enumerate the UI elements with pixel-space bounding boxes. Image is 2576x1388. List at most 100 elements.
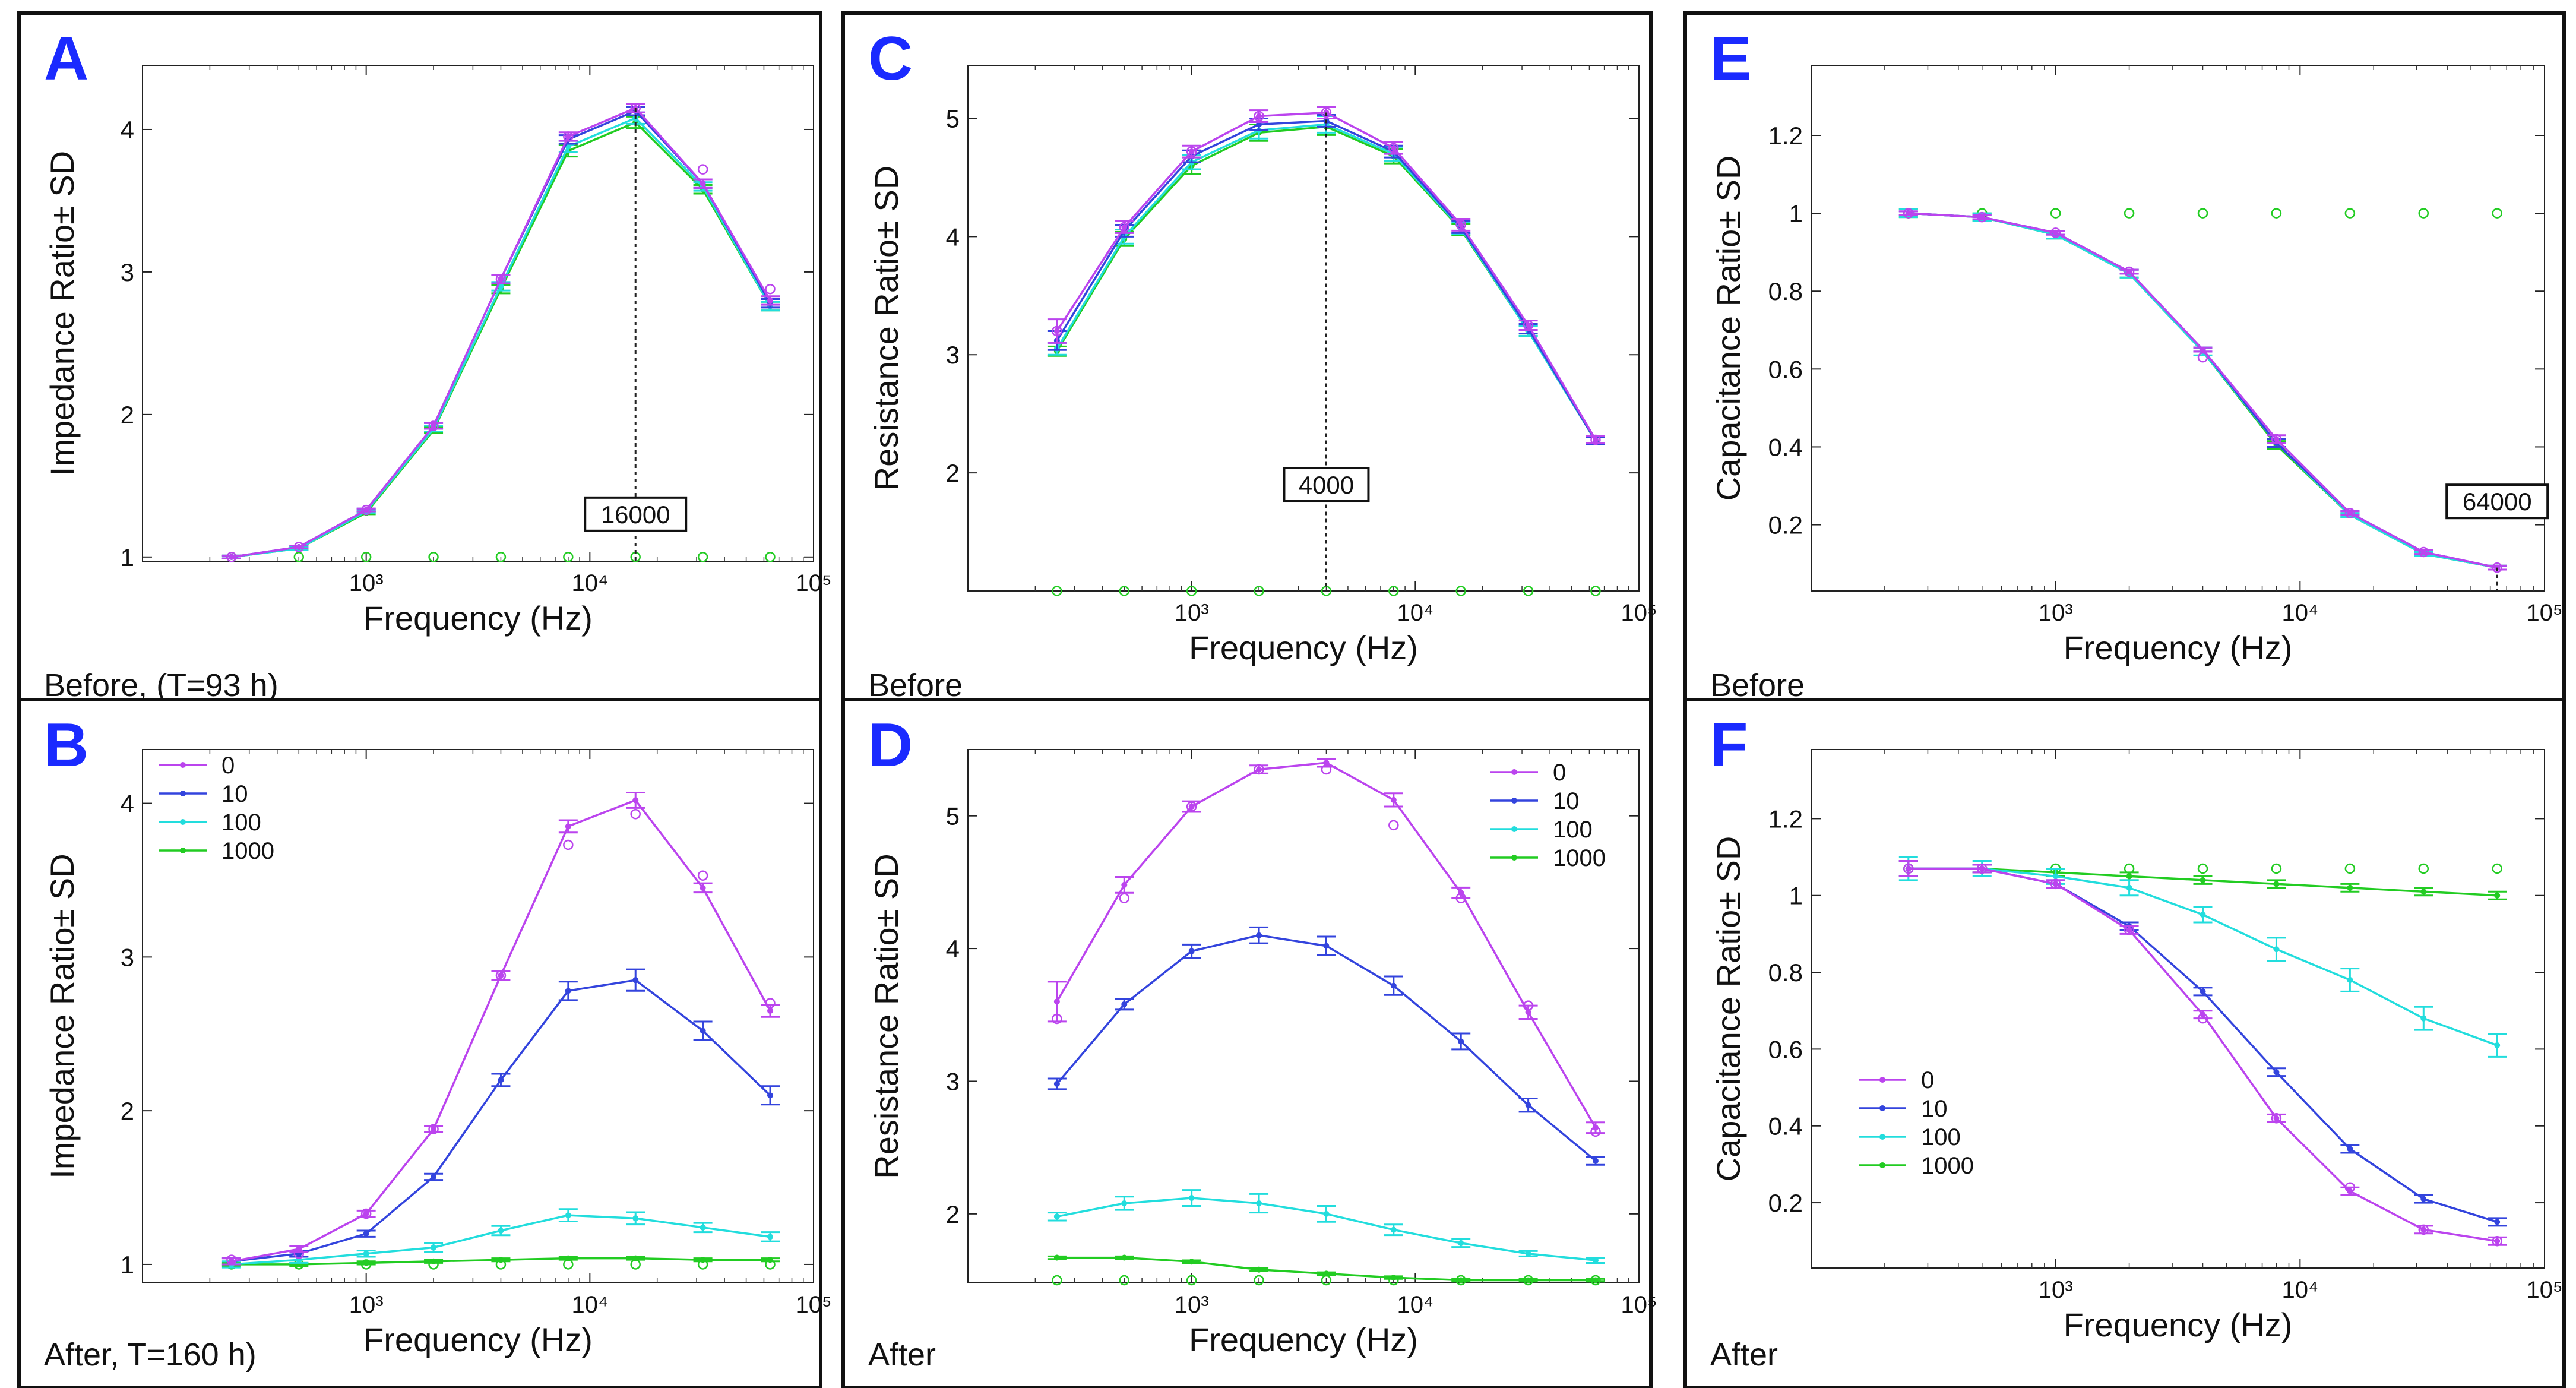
data-point	[2273, 436, 2280, 442]
legend-label: 1000	[1921, 1153, 1974, 1179]
data-circle-marker	[495, 1259, 507, 1270]
legend-label: 0	[1921, 1067, 1934, 1093]
legend-marker	[1511, 826, 1517, 832]
panel-C: 10³ 10⁴ 10⁵ 2 3 4 5 Frequency (Hz) Resistance Ra…	[841, 11, 1657, 720]
x-tick-label: 10³	[349, 1292, 384, 1318]
data-circle-marker	[2197, 352, 2208, 363]
data-point	[1188, 1259, 1195, 1265]
y-tick-label: 4	[121, 116, 134, 144]
peak-label: 16000	[601, 501, 670, 529]
peak-label-box	[2445, 483, 2549, 520]
data-circle-marker	[1052, 325, 1062, 337]
y-tick-label: 3	[946, 341, 960, 369]
y-tick-label: 2	[121, 401, 134, 429]
data-point	[1121, 224, 1128, 230]
y-axis-title: Resistance Ratio± SD	[868, 166, 905, 491]
x-axis-title: Frequency (Hz)	[1189, 1321, 1418, 1358]
y-tick-label: 1	[121, 543, 134, 571]
data-point	[431, 1174, 437, 1180]
data-point	[1979, 865, 1985, 872]
data-point	[1390, 1226, 1397, 1233]
data-circle-marker	[1590, 434, 1601, 445]
data-point	[2200, 877, 2206, 883]
data-circle-marker	[2418, 208, 2429, 219]
legend-label: 100	[1921, 1124, 1961, 1150]
panel-F: 10³ 10⁴ 10⁵ 0.2 0.4 0.6 0.8 1 1.2 Frequency (Hz) C…	[1683, 698, 2566, 1388]
panel-frame	[1683, 698, 2566, 1388]
data-point	[1592, 1158, 1599, 1164]
data-point	[1905, 210, 1912, 217]
y-tick-label: 3	[946, 1067, 960, 1095]
data-circle-marker	[428, 552, 439, 562]
y-tick-label: 0.6	[1768, 1035, 1803, 1063]
data-circle-marker	[1388, 1275, 1399, 1286]
data-circle-marker	[2344, 208, 2356, 219]
x-tick-label: 10⁵	[2526, 600, 2562, 626]
y-tick-label: 0.4	[1768, 1112, 1803, 1140]
data-circle-marker	[293, 552, 305, 562]
panel-letter: E	[1710, 24, 1751, 93]
x-tick-label: 10³	[2039, 600, 2073, 626]
y-tick-label: 1	[121, 1251, 134, 1279]
data-circle-marker	[2418, 546, 2429, 558]
data-point	[363, 507, 369, 513]
data-circle-marker	[2418, 863, 2429, 874]
data-point	[1053, 1080, 1060, 1087]
data-point	[228, 1258, 235, 1264]
data-circle-marker	[1523, 320, 1534, 331]
data-point	[363, 1231, 369, 1237]
data-circle-marker	[2197, 863, 2208, 874]
data-point	[767, 1092, 773, 1099]
data-circle-marker	[1523, 586, 1534, 596]
legend-marker	[1879, 1162, 1885, 1168]
x-tick-label: 10⁴	[2281, 600, 2318, 626]
data-point	[2126, 884, 2132, 891]
panel-letter: A	[44, 24, 88, 93]
legend-marker	[1511, 855, 1517, 861]
data-circle-marker	[428, 1124, 439, 1134]
data-point	[431, 1244, 437, 1251]
data-point	[1390, 796, 1397, 803]
data-point	[1525, 1102, 1531, 1108]
data-circle-marker	[765, 283, 776, 295]
data-point	[2052, 881, 2059, 887]
x-tick-label: 10⁴	[1397, 600, 1433, 626]
data-point	[565, 823, 571, 830]
data-point	[2494, 1238, 2501, 1244]
data-circle-marker	[697, 870, 708, 881]
data-circle-marker	[360, 504, 372, 516]
data-point	[1323, 760, 1330, 766]
data-circle-marker	[226, 552, 237, 562]
data-circle-marker	[2124, 266, 2135, 277]
series-1000	[221, 1255, 780, 1270]
data-circle-marker	[2418, 1224, 2429, 1235]
data-circle-marker	[1523, 1000, 1534, 1011]
series-1000	[1047, 1254, 1605, 1286]
data-circle-marker	[1590, 1126, 1601, 1137]
data-point	[2347, 1146, 2353, 1152]
series-100	[1047, 1189, 1605, 1264]
legend-marker	[180, 819, 186, 825]
data-circle-marker	[1321, 1275, 1332, 1286]
data-circle-marker	[2492, 863, 2502, 874]
data-circle-marker	[495, 970, 507, 981]
data-circle-marker	[2124, 208, 2135, 219]
data-point	[767, 1007, 773, 1014]
data-circle-marker	[630, 1259, 641, 1270]
data-point	[632, 977, 639, 984]
data-circle-marker	[2344, 863, 2356, 874]
data-point	[1121, 1001, 1128, 1007]
data-point	[498, 276, 504, 282]
data-point	[1525, 1250, 1531, 1257]
legend-label: 0	[221, 753, 235, 779]
data-point	[2420, 1226, 2427, 1233]
data-circle-marker	[563, 839, 574, 850]
data-point	[1390, 145, 1397, 151]
data-circle-marker	[2271, 863, 2282, 874]
data-point	[2052, 873, 2059, 880]
data-point	[2126, 927, 2132, 933]
plot-area	[967, 65, 1640, 592]
data-point	[2420, 1196, 2427, 1202]
y-tick-label: 5	[946, 802, 960, 830]
